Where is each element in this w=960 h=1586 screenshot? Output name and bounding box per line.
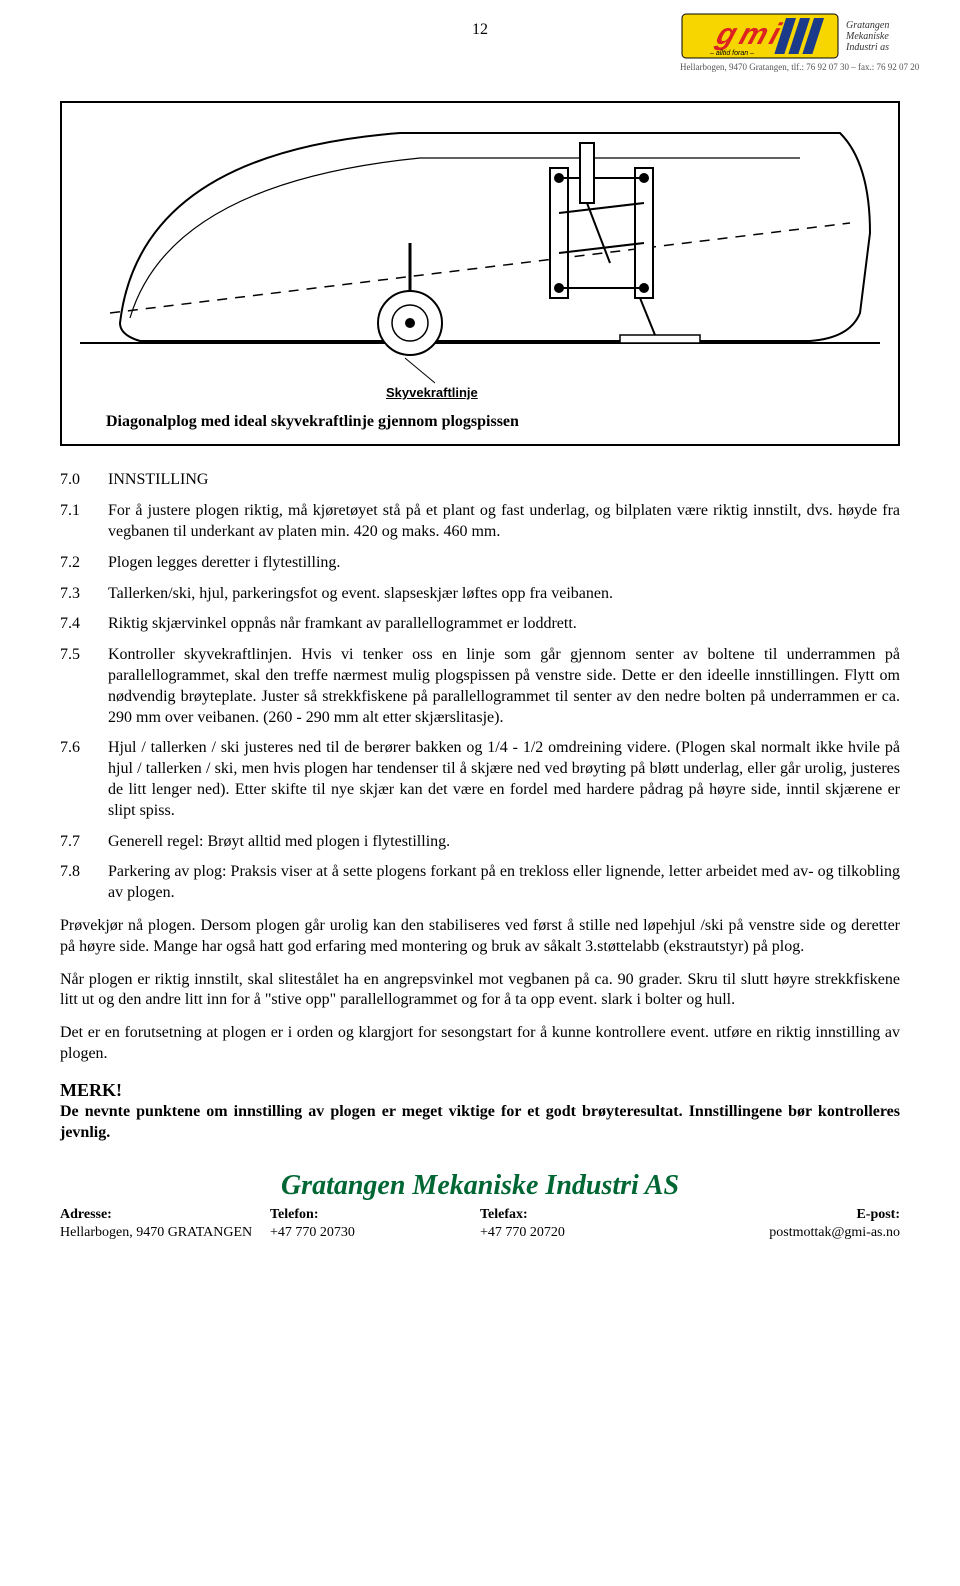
plow-diagram (76, 113, 884, 393)
paragraph-1: Prøvekjør nå plogen. Dersom plogen går u… (60, 916, 900, 958)
footer-row: Adresse: Hellarbogen, 9470 GRATANGEN Tel… (60, 1206, 900, 1242)
footer-value: +47 770 20730 (270, 1224, 480, 1242)
footer-value: postmottak@gmi-as.no (690, 1224, 900, 1242)
section-body: Kontroller skyvekraftlinjen. Hvis vi ten… (108, 645, 900, 728)
footer-col-phone: Telefon: +47 770 20730 (270, 1206, 480, 1242)
logo-company-lines: Gratangen Mekaniske Industri as (846, 20, 889, 53)
section-num: 7.5 (60, 645, 108, 728)
section-7-0: 7.0 INNSTILLING (60, 470, 900, 491)
section-7-6: 7.6 Hjul / tallerken / ski justeres ned … (60, 738, 900, 821)
section-7-3: 7.3 Tallerken/ski, hjul, parkeringsfot o… (60, 584, 900, 605)
section-num: 7.0 (60, 470, 108, 491)
footer-col-fax: Telefax: +47 770 20720 (480, 1206, 690, 1242)
paragraph-3: Det er en forutsetning at plogen er i or… (60, 1023, 900, 1065)
footer-col-address: Adresse: Hellarbogen, 9470 GRATANGEN (60, 1206, 270, 1242)
section-7-1: 7.1 For å justere plogen riktig, må kjør… (60, 501, 900, 543)
merk-heading: MERK! (60, 1079, 900, 1102)
section-num: 7.3 (60, 584, 108, 605)
section-7-4: 7.4 Riktig skjærvinkel oppnås når framka… (60, 614, 900, 635)
gmi-logo-icon: g m i – alltid foran – (680, 12, 840, 60)
company-logo: g m i – alltid foran – Gratangen Mekanis… (680, 12, 930, 74)
footer-label: Telefon: (270, 1206, 480, 1224)
section-7-2: 7.2 Plogen legges deretter i flytestilli… (60, 553, 900, 574)
section-body: Tallerken/ski, hjul, parkeringsfot og ev… (108, 584, 900, 605)
section-num: 7.2 (60, 553, 108, 574)
footer-label: Telefax: (480, 1206, 690, 1224)
footer-col-email: E-post: postmottak@gmi-as.no (690, 1206, 900, 1242)
footer-label: Adresse: (60, 1206, 270, 1224)
section-7-5: 7.5 Kontroller skyvekraftlinjen. Hvis vi… (60, 645, 900, 728)
figure-caption: Diagonalplog med ideal skyvekraftlinje g… (76, 412, 884, 433)
logo-address: Hellarbogen, 9470 Gratangen, tlf.: 76 92… (680, 62, 930, 74)
paragraph-2: Når plogen er riktig innstilt, skal slit… (60, 970, 900, 1012)
footer-value: +47 770 20720 (480, 1224, 690, 1242)
section-num: 7.1 (60, 501, 108, 543)
merk-body: De nevnte punktene om innstilling av plo… (60, 1102, 900, 1144)
section-num: 7.4 (60, 614, 108, 635)
footer-label: E-post: (690, 1206, 900, 1224)
footer-company-name: Gratangen Mekaniske Industri AS (60, 1168, 900, 1204)
section-7-7: 7.7 Generell regel: Brøyt alltid med plo… (60, 832, 900, 853)
section-body: Riktig skjærvinkel oppnås når framkant a… (108, 614, 900, 635)
section-body: Plogen legges deretter i flytestilling. (108, 553, 900, 574)
section-7-8: 7.8 Parkering av plog: Praksis viser at … (60, 862, 900, 904)
section-num: 7.8 (60, 862, 108, 904)
section-body: Parkering av plog: Praksis viser at å se… (108, 862, 900, 904)
section-body: Hjul / tallerken / ski justeres ned til … (108, 738, 900, 821)
svg-text:– alltid foran –: – alltid foran – (709, 50, 754, 57)
footer-value: Hellarbogen, 9470 GRATANGEN (60, 1224, 270, 1242)
section-num: 7.7 (60, 832, 108, 853)
section-body: For å justere plogen riktig, må kjøretøy… (108, 501, 900, 543)
figure-inside-label: Skyvekraftlinje (76, 383, 884, 404)
section-num: 7.6 (60, 738, 108, 821)
figure-container: Skyvekraftlinje Diagonalplog med ideal s… (60, 101, 900, 447)
section-body: Generell regel: Brøyt alltid med plogen … (108, 832, 900, 853)
section-title: INNSTILLING (108, 470, 900, 491)
